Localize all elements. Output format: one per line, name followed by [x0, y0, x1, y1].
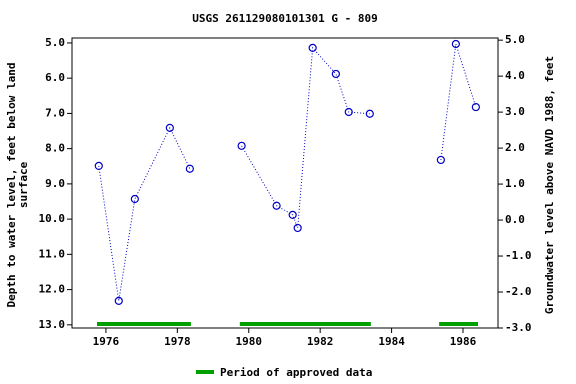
data-point [237, 141, 246, 150]
x-tick-label: 1984 [378, 335, 405, 348]
y2-tick-label: 1.0 [505, 177, 525, 190]
data-point [130, 194, 139, 204]
chart-title: USGS 261129080101301 G - 809 [192, 12, 377, 25]
data-line [98, 43, 477, 301]
data-point [94, 161, 103, 171]
y2-tick-label: -1.0 [505, 249, 532, 262]
x-tick-label: 1986 [450, 335, 477, 348]
x-tick-label: 1980 [236, 335, 263, 348]
x-tick-label: 1976 [93, 335, 120, 348]
y-axis-label: surface [17, 161, 30, 208]
y-tick-label: 11.0 [39, 247, 66, 260]
y-tick-label: 6.0 [45, 71, 65, 84]
y2-tick-label: 2.0 [505, 141, 525, 154]
data-point [365, 109, 374, 118]
y-tick-label: 9.0 [45, 177, 65, 190]
y2-tick-label: 3.0 [505, 105, 525, 118]
data-point [436, 155, 445, 165]
plot-frame [71, 37, 499, 329]
y-tick-label: 5.0 [45, 36, 65, 49]
approved-period [439, 322, 479, 326]
x-tick-label: 1982 [307, 335, 334, 348]
legend-label: Period of approved data [220, 366, 372, 379]
data-point [185, 164, 194, 173]
data-point [272, 201, 281, 210]
x-tick-label: 1978 [164, 335, 191, 348]
y2-tick-label: 4.0 [505, 69, 525, 82]
y2-tick-label: -3.0 [505, 321, 532, 334]
y-tick-label: 12.0 [39, 283, 66, 296]
data-point [344, 107, 353, 117]
y2-tick-label: 5.0 [505, 33, 525, 46]
data-point [331, 69, 340, 79]
y-tick-label: 8.0 [45, 142, 65, 155]
data-point [308, 43, 317, 52]
y-tick-label: 13.0 [39, 318, 66, 331]
data-point [293, 223, 302, 233]
data-point [114, 296, 123, 305]
y2-tick-label: 0.0 [505, 213, 525, 226]
approved-period [239, 322, 371, 326]
y-axis-label: Depth to water level, feet below land [5, 62, 18, 307]
y2-axis-label: Groundwater level above NAVD 1988, feet [543, 56, 556, 314]
data-point [451, 39, 460, 49]
y2-tick-label: -2.0 [505, 285, 532, 298]
data-point [288, 210, 297, 219]
data-point [471, 102, 480, 112]
y-tick-label: 10.0 [39, 212, 66, 225]
data-point [165, 123, 174, 132]
approved-period [96, 322, 191, 326]
y-tick-label: 7.0 [45, 106, 65, 119]
